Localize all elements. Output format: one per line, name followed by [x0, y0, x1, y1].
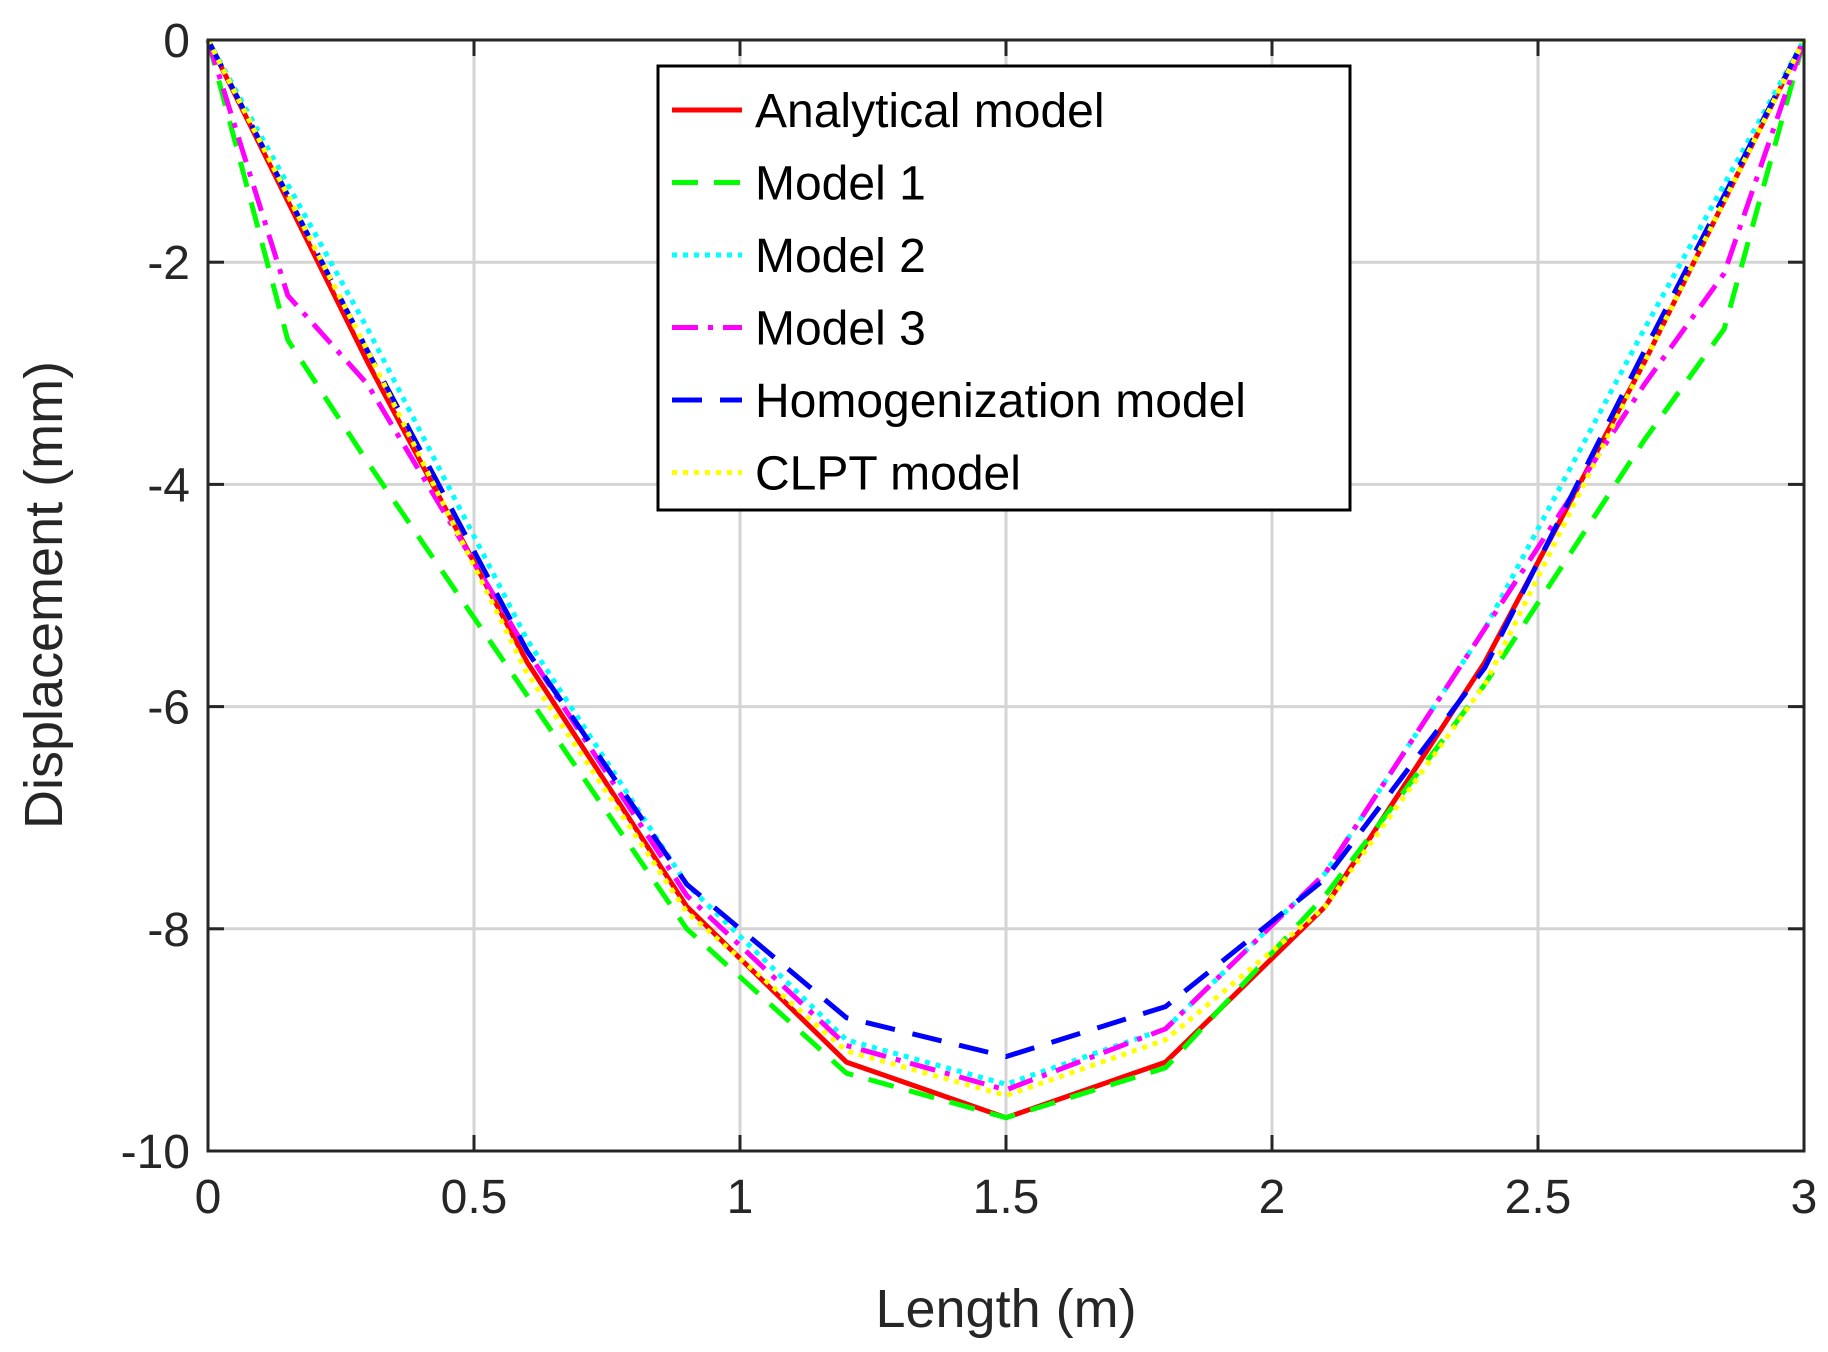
legend-label: Model 1	[755, 158, 926, 211]
series-line-homogenization-model	[205, 38, 1807, 1060]
y-tick-labels: 0 -2 -4 -6 -8 -10	[121, 15, 190, 1179]
y-tick-label: 0	[163, 15, 190, 68]
y-tick-label: -6	[147, 682, 190, 735]
y-axis-title: Displacement (mm)	[14, 361, 74, 829]
y-tick-label: -2	[147, 237, 190, 290]
legend: Analytical model Model 1 Model 2 Model 3 Hom…	[656, 64, 1352, 512]
legend-label: Homogenization model	[755, 375, 1246, 428]
x-tick-labels: 0 0.5 1 1.5 2 2.5 3	[195, 1171, 1818, 1224]
x-tick-label: 1.5	[973, 1171, 1040, 1224]
x-axis-title: Length (m)	[875, 1279, 1136, 1339]
x-tick-label: 2	[1259, 1171, 1286, 1224]
x-tick-label: 0	[195, 1171, 222, 1224]
x-tick-label: 0.5	[441, 1171, 508, 1224]
axis-ticks	[206, 38, 1806, 1153]
x-tick-label: 3	[1791, 1171, 1818, 1224]
y-tick-label: -10	[121, 1126, 190, 1179]
series-line-model-2	[205, 38, 1807, 1087]
series-lines	[205, 38, 1807, 1121]
series-line-model-1	[205, 39, 1807, 1121]
x-tick-label: 1	[727, 1171, 754, 1224]
x-tick-label: 2.5	[1505, 1171, 1572, 1224]
legend-label: Model 2	[755, 230, 926, 283]
legend-box	[656, 64, 1352, 512]
legend-label: Analytical model	[755, 85, 1105, 138]
y-tick-label: -8	[147, 904, 190, 957]
legend-label: Model 3	[755, 303, 926, 356]
series-line-model-3	[205, 39, 1807, 1093]
y-tick-label: -4	[147, 459, 190, 512]
legend-label: CLPT model	[755, 448, 1021, 501]
